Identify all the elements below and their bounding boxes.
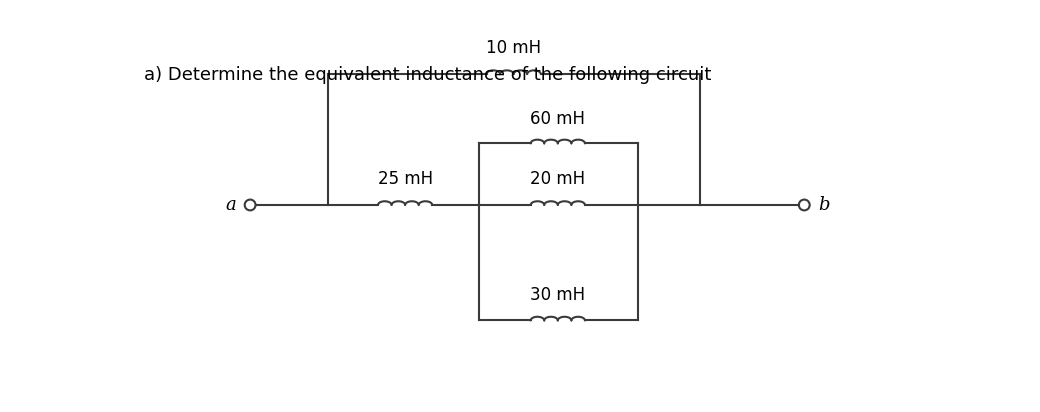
Text: 20 mH: 20 mH: [530, 170, 586, 188]
Text: a) Determine the equivalent inductance of the following circuit: a) Determine the equivalent inductance o…: [144, 66, 711, 84]
Text: a: a: [226, 196, 236, 214]
Text: 10 mH: 10 mH: [486, 39, 541, 57]
Text: 25 mH: 25 mH: [378, 170, 433, 188]
Text: 60 mH: 60 mH: [530, 110, 586, 128]
Text: b: b: [818, 196, 830, 214]
Text: 30 mH: 30 mH: [530, 286, 586, 304]
